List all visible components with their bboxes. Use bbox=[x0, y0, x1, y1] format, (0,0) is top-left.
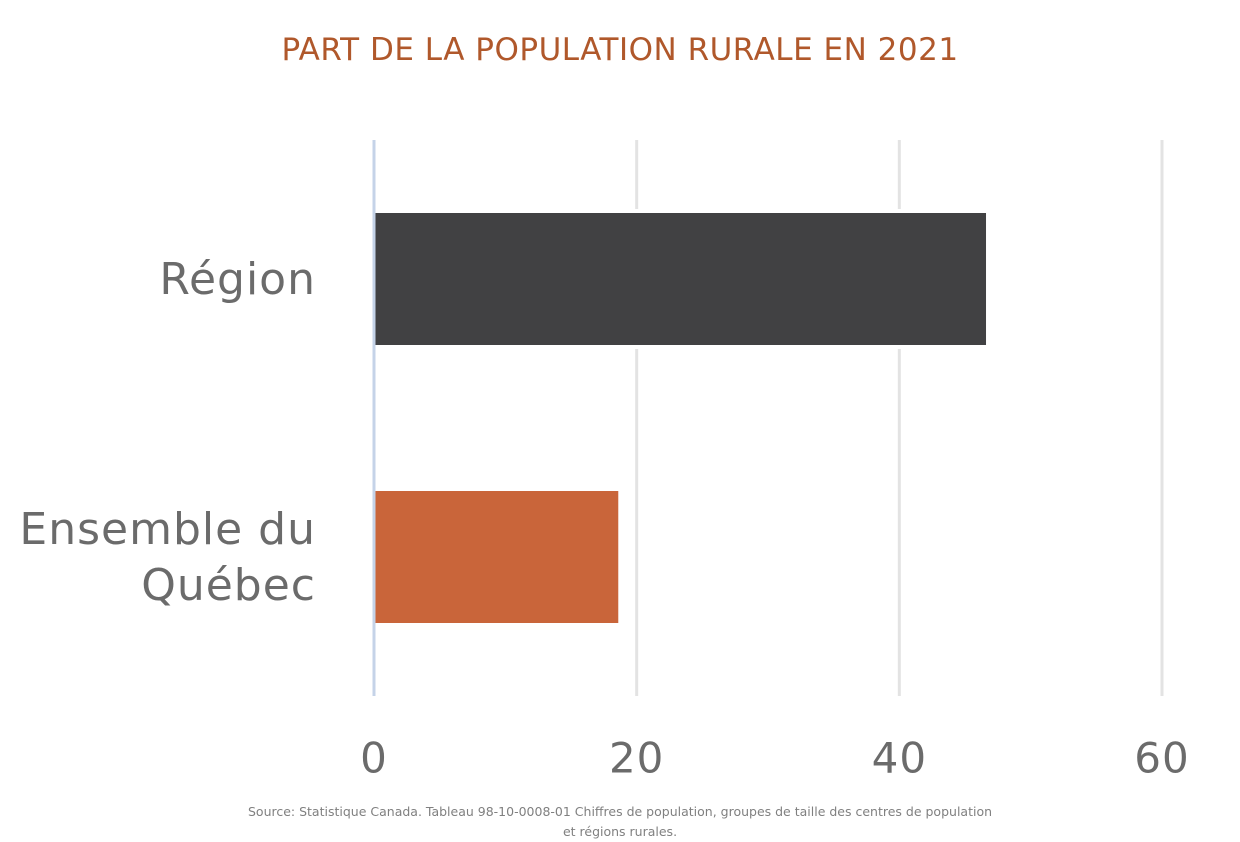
x-tick-label-1: 20 bbox=[609, 734, 664, 783]
x-tick-label-0: 0 bbox=[360, 734, 388, 783]
category-label-1: Ensemble du Québec bbox=[19, 504, 316, 611]
category-label-0: Région bbox=[159, 254, 316, 305]
chart-source-note: Source: Statistique Canada. Tableau 98-1… bbox=[247, 804, 993, 839]
bar-0 bbox=[374, 213, 987, 345]
x-tick-label-3: 60 bbox=[1134, 734, 1189, 783]
x-tick-label-2: 40 bbox=[872, 734, 927, 783]
bar-1 bbox=[374, 491, 619, 623]
chart-title: PART DE LA POPULATION RURALE EN 2021 bbox=[281, 32, 959, 68]
